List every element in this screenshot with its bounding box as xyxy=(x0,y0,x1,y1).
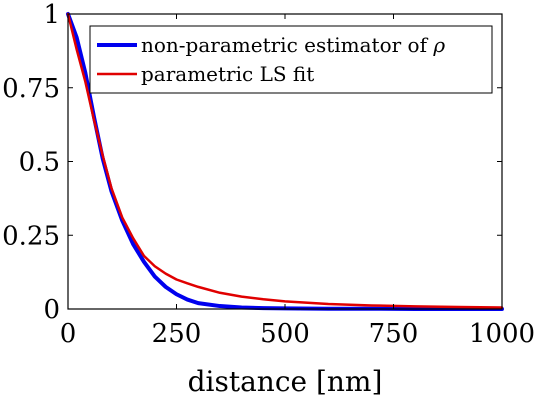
x-tick-label: 1000 xyxy=(469,319,535,349)
y-tick-label: 0.5 xyxy=(19,148,60,178)
series-line-parametric xyxy=(66,12,504,309)
x-axis-title: distance [nm] xyxy=(188,365,383,398)
legend-label-non-parametric-text: non-parametric estimator of xyxy=(141,33,433,57)
legend-label-rho: ρ xyxy=(432,33,445,57)
x-tick-label: 500 xyxy=(260,319,310,349)
x-tick-label: 750 xyxy=(369,319,419,349)
x-tick-label: 0 xyxy=(60,319,77,349)
x-tick-label: 250 xyxy=(152,319,202,349)
legend-box xyxy=(89,25,493,94)
tick-layer: 0 250 500 750 1000 0 0.25 0.5 0.75 1 xyxy=(2,0,535,349)
y-tick-label: 0 xyxy=(43,295,60,325)
legend-label-parametric: parametric LS fit xyxy=(141,62,314,86)
legend-label-non-parametric: non-parametric estimator of ρ xyxy=(141,33,445,57)
y-tick-label: 0.25 xyxy=(2,221,60,251)
legend: non-parametric estimator of ρ parametric… xyxy=(89,25,493,94)
y-tick-label: 1 xyxy=(43,0,60,30)
y-tick-label: 0.75 xyxy=(2,74,60,104)
